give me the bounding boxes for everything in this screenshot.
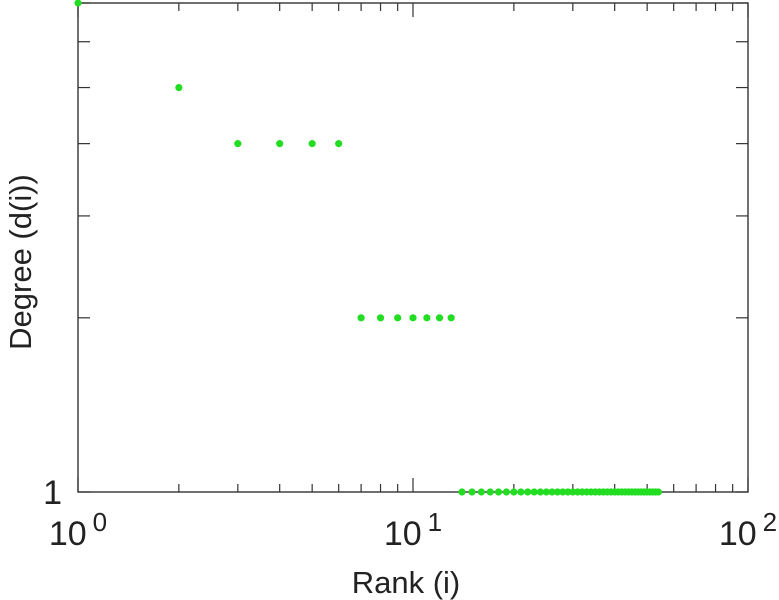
data-point	[376, 314, 385, 322]
data-point	[564, 488, 572, 496]
x-tick-label: 10 2	[719, 507, 777, 553]
data-point	[530, 488, 538, 496]
data-point	[308, 140, 316, 148]
x-axis-title: Rank (i)	[352, 565, 461, 600]
plot-frame	[77, 2, 749, 493]
data-point	[435, 314, 444, 322]
data-point	[486, 488, 494, 496]
data-point	[524, 488, 532, 496]
data-point	[458, 488, 466, 496]
x-tick-label: 10 1	[384, 507, 442, 553]
data-point	[357, 314, 365, 322]
data-point	[276, 140, 284, 148]
data-point	[654, 488, 662, 496]
y-tick-label: 1	[43, 474, 62, 512]
data-point	[394, 314, 402, 322]
data-point	[175, 83, 183, 92]
data-point	[542, 488, 550, 496]
data-point	[234, 140, 242, 148]
x-tick-label: 10 0	[49, 507, 107, 553]
data-point	[423, 314, 431, 322]
data-point	[517, 488, 525, 496]
data-point	[553, 488, 562, 496]
data-point	[502, 488, 510, 496]
data-point	[494, 488, 503, 496]
data-point	[74, 0, 82, 7]
y-axis-title: Degree (d(i))	[3, 174, 38, 350]
data-point	[409, 314, 417, 322]
data-point	[536, 488, 544, 496]
data-point	[468, 488, 476, 496]
data-point	[548, 488, 556, 496]
data-point	[559, 488, 567, 496]
data-point	[510, 488, 518, 496]
data-point	[335, 140, 343, 148]
data-point	[477, 488, 485, 496]
data-point	[447, 314, 455, 322]
